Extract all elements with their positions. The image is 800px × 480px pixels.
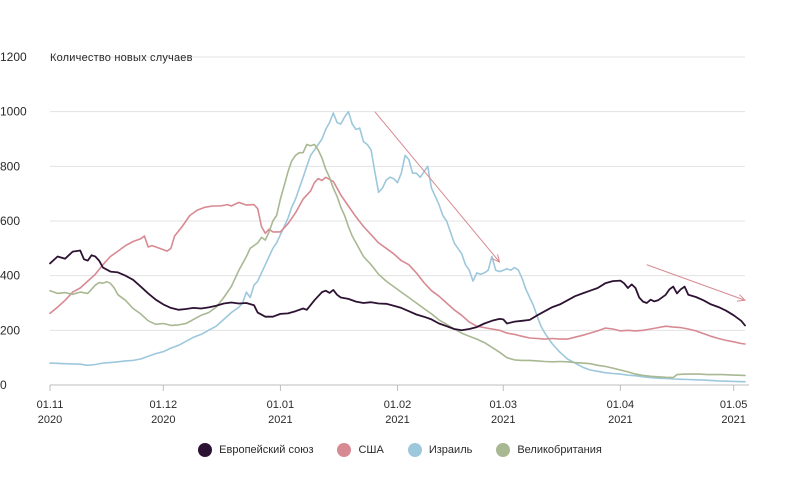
- trend-arrow-line: [646, 264, 746, 301]
- x-tick-label-year: 2021: [721, 414, 745, 426]
- trend-arrow-head: [491, 254, 501, 263]
- y-axis-ticks: 0 200 400 600 800 1000 1200: [0, 50, 27, 392]
- legend: Европейский союз США Израиль Великобритания: [0, 443, 800, 457]
- y-tick-label: 0: [0, 378, 7, 392]
- y-tick-label: 1200: [0, 50, 27, 64]
- y-axis-label: Количество новых случаев: [50, 52, 193, 64]
- x-tick-label-date: 01.04: [607, 399, 635, 411]
- x-tick-label-date: 01.12: [150, 399, 178, 411]
- legend-swatch: [337, 443, 352, 457]
- x-tick-label-year: 2021: [268, 414, 292, 426]
- x-tick-label-year: 2021: [491, 414, 515, 426]
- y-tick-label: 200: [0, 323, 20, 337]
- x-tick-label-date: 01.02: [384, 399, 412, 411]
- trend-arrows: [374, 111, 747, 302]
- y-tick-label: 400: [0, 269, 20, 283]
- trend-arrow-line: [374, 111, 500, 263]
- legend-swatch: [198, 443, 213, 457]
- legend-label: Израиль: [428, 444, 473, 456]
- legend-item: США: [337, 443, 384, 457]
- legend-item: Израиль: [407, 443, 473, 457]
- legend-item: Европейский союз: [198, 443, 313, 457]
- y-tick-label: 800: [0, 159, 20, 173]
- x-tick-label-year: 2021: [608, 414, 632, 426]
- series-lines: [49, 110, 746, 383]
- legend-label: Европейский союз: [219, 444, 314, 456]
- series-line-3: [49, 143, 746, 379]
- legend-swatch: [407, 443, 422, 457]
- x-tick-label-year: 2020: [38, 414, 62, 426]
- x-tick-label-date: 01.05: [720, 399, 748, 411]
- trend-arrow-head: [736, 294, 747, 302]
- x-tick-label-year: 2021: [385, 414, 409, 426]
- line-chart: 0 200 400 600 800 1000 1200 Количество новых с…: [0, 50, 749, 426]
- legend-swatch: [496, 443, 511, 457]
- legend-label: США: [358, 444, 384, 456]
- legend-label: Великобритания: [517, 444, 602, 456]
- x-tick-label-date: 01.01: [267, 399, 295, 411]
- y-tick-label: 1000: [0, 105, 27, 119]
- x-tick-label-date: 01.03: [489, 399, 517, 411]
- series-line-2: [49, 110, 746, 383]
- x-axis: 01.11 2020 01.12 2020 01.01 2021 01.02 2021 01.0…: [37, 384, 749, 426]
- series-line-1: [49, 176, 746, 345]
- x-tick-label-year: 2020: [151, 414, 175, 426]
- series-line-0: [49, 249, 746, 332]
- legend-item: Великобритания: [496, 443, 602, 457]
- y-tick-label: 600: [0, 214, 20, 228]
- x-tick-label-date: 01.11: [37, 399, 64, 411]
